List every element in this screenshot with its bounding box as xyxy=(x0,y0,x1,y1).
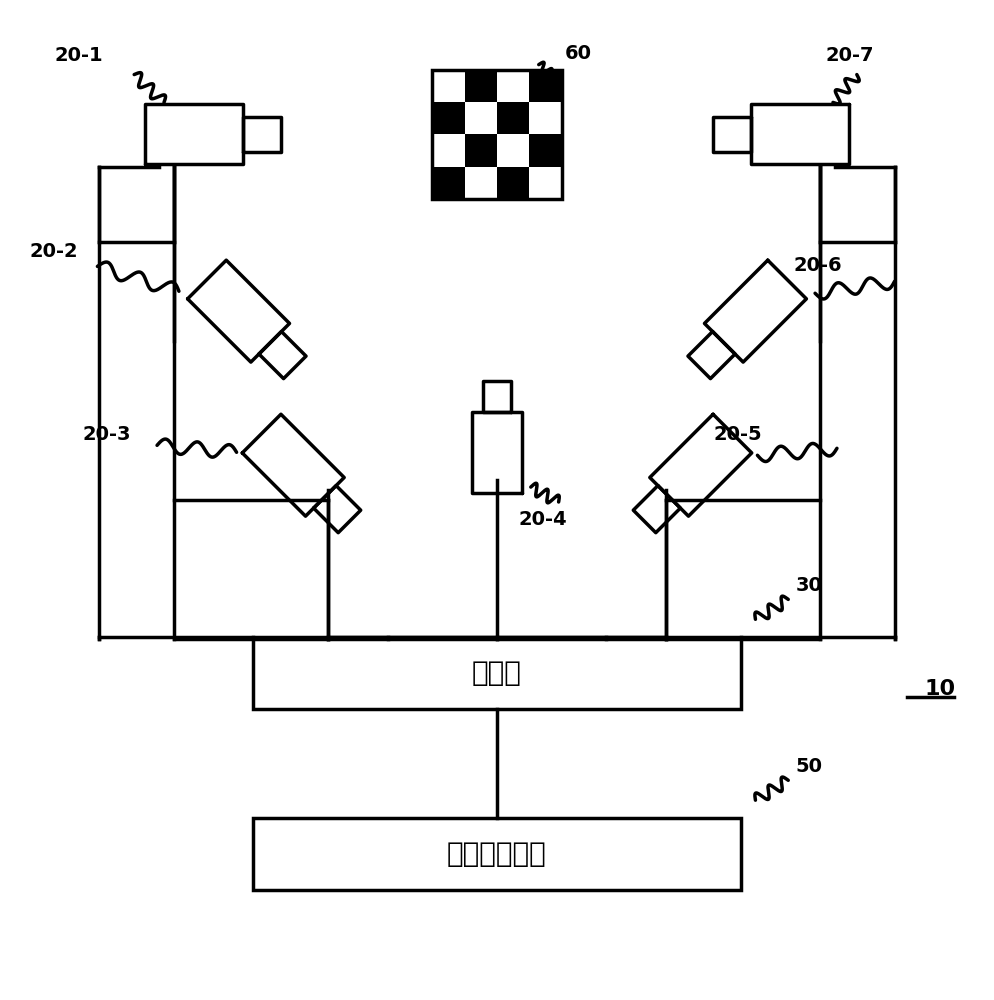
Polygon shape xyxy=(314,486,361,533)
Bar xyxy=(465,70,497,102)
Bar xyxy=(432,102,465,134)
Polygon shape xyxy=(188,260,289,362)
Polygon shape xyxy=(650,414,751,516)
Text: 中继器: 中继器 xyxy=(472,659,522,687)
Polygon shape xyxy=(259,332,306,379)
Text: 20-7: 20-7 xyxy=(825,46,874,65)
Polygon shape xyxy=(751,104,850,164)
Text: 10: 10 xyxy=(924,679,955,699)
Bar xyxy=(529,134,562,167)
Polygon shape xyxy=(713,117,751,152)
Bar xyxy=(497,102,529,134)
Bar xyxy=(465,134,497,167)
Polygon shape xyxy=(243,117,281,152)
Polygon shape xyxy=(243,414,344,516)
Polygon shape xyxy=(705,260,806,362)
Text: 20-4: 20-4 xyxy=(519,510,568,529)
Text: 信息处理装置: 信息处理装置 xyxy=(447,840,547,868)
Polygon shape xyxy=(483,381,511,412)
Text: 20-2: 20-2 xyxy=(30,242,79,261)
Text: 20-3: 20-3 xyxy=(83,425,131,444)
Polygon shape xyxy=(145,104,243,164)
Bar xyxy=(529,70,562,102)
Text: 60: 60 xyxy=(565,44,591,63)
Text: 20-6: 20-6 xyxy=(793,256,842,275)
Text: 20-5: 20-5 xyxy=(714,425,762,444)
Polygon shape xyxy=(688,332,735,379)
Polygon shape xyxy=(472,412,522,493)
Text: 50: 50 xyxy=(795,757,822,776)
Bar xyxy=(497,167,529,199)
Polygon shape xyxy=(633,486,680,533)
Bar xyxy=(432,70,562,199)
Bar xyxy=(432,167,465,199)
Text: 20-1: 20-1 xyxy=(55,46,103,65)
Text: 30: 30 xyxy=(795,576,822,595)
Bar xyxy=(253,818,741,890)
Bar xyxy=(253,637,741,709)
